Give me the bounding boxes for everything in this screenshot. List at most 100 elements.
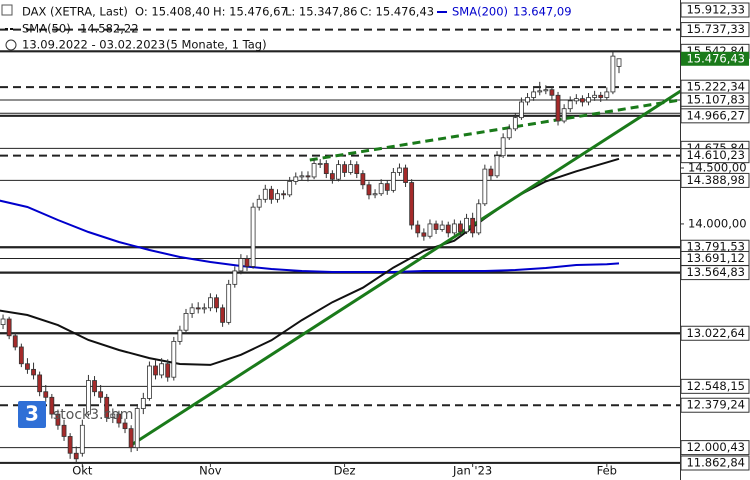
level-label: 15.222,34 (686, 80, 745, 94)
candle-body (451, 223, 457, 234)
candle-body (61, 424, 67, 437)
candle-body (220, 307, 226, 323)
candle-body (348, 164, 354, 173)
logo-text: stock3.com (53, 407, 133, 423)
candle-body (390, 172, 396, 191)
candle-body (299, 175, 305, 178)
candle-body (317, 163, 323, 165)
candle-body (525, 97, 530, 103)
header: DAX (XETRA, Last) O: 15.408,40 H: 15.476… (1, 4, 572, 52)
candle-body (403, 167, 408, 183)
candle-body (336, 164, 341, 180)
sma-line (0, 199, 620, 273)
instrument: DAX (XETRA, Last) (22, 5, 128, 19)
candle-body (604, 91, 610, 98)
axis-labels: 14.000,0014.500,0015.912,3315.737,3315.5… (680, 2, 750, 471)
x-tick-label: Feb (597, 464, 617, 478)
level-label: 13.564,83 (686, 265, 745, 279)
candle-body (25, 363, 30, 370)
chart-icon (1, 4, 13, 16)
candle-body (384, 183, 390, 191)
candle-body (159, 363, 165, 376)
candle-body (73, 452, 79, 460)
candle-body (43, 391, 49, 398)
candle-body (116, 413, 122, 424)
candle-body (372, 193, 378, 196)
candle-body (415, 224, 421, 234)
candle-body (55, 413, 61, 426)
level-label-box (680, 108, 750, 124)
level-label: 13.022,64 (686, 326, 745, 340)
candle-body (67, 436, 73, 454)
candle-body (134, 408, 140, 449)
candle-body (586, 97, 591, 103)
candle-body (549, 89, 555, 96)
candle-body (293, 176, 299, 182)
candle-body (421, 232, 427, 237)
candle-body (537, 90, 543, 93)
candle-body (171, 340, 177, 378)
candle-body (140, 398, 146, 409)
y-tick-label: 14.000,00 (688, 216, 747, 230)
candle-body (598, 94, 604, 98)
level-label: 15.107,83 (686, 92, 745, 106)
candle-body (18, 346, 24, 365)
candle-body (512, 117, 518, 130)
candle-body (244, 258, 250, 267)
candle-body (153, 365, 158, 376)
candle-body (232, 270, 238, 285)
last-price-label: 15.476,43 (686, 51, 745, 65)
trend-line (130, 89, 680, 447)
candle-body (128, 428, 134, 449)
candle-body (464, 217, 469, 233)
candle-body (354, 164, 360, 174)
candle-body (366, 184, 372, 196)
candle-body (79, 424, 85, 454)
candle-body (378, 183, 384, 195)
level-label-box (680, 22, 750, 38)
candle-body (49, 396, 55, 415)
sma50-name: SMA(50) (22, 22, 71, 36)
open: O: 15.408,40 (135, 5, 210, 19)
logo-icon (18, 401, 46, 428)
candle-body (165, 363, 171, 378)
candle-body (543, 89, 549, 92)
x-tick-label: Nov (199, 464, 222, 478)
logo: 3 stock3.com (18, 401, 133, 428)
level-label: 14.610,23 (686, 148, 745, 162)
candle-body (555, 94, 561, 122)
level-label-box (680, 397, 750, 413)
level-label-box (680, 325, 750, 341)
candle-body (31, 368, 36, 376)
level-label-box (680, 148, 750, 164)
candle-body (470, 217, 476, 234)
close: C: 15.476,43 (360, 5, 434, 19)
level-label-box (680, 172, 750, 188)
candle-body (110, 413, 116, 418)
level-label: 14.966,27 (686, 108, 745, 122)
candle-body (567, 100, 573, 110)
candle-body (506, 128, 512, 139)
level-label: 15.737,33 (686, 22, 745, 36)
level-label: 13.791,53 (686, 240, 745, 254)
date-range: 13.09.2022 - 03.02.2023 (22, 38, 165, 52)
candle-body (0, 318, 6, 326)
level-label: 14.388,98 (686, 173, 745, 187)
level-label: 12.000,43 (686, 440, 745, 454)
candle-body (592, 94, 598, 98)
sma50-value: 14.582,22 (80, 22, 139, 36)
x-tick-label: Jan '23 (452, 464, 492, 478)
candle-body (561, 108, 567, 122)
level-label: 12.379,24 (686, 398, 745, 412)
level-label: 12.548,15 (686, 379, 745, 393)
candle-body (92, 380, 97, 393)
candle-body (573, 98, 579, 102)
candle-body (482, 168, 488, 205)
candle-body (580, 98, 585, 103)
candle-body (37, 374, 43, 393)
candle-body (250, 206, 256, 267)
candle-body (189, 307, 195, 314)
level-label-box (680, 265, 750, 281)
level-label: 13.691,12 (686, 251, 745, 265)
